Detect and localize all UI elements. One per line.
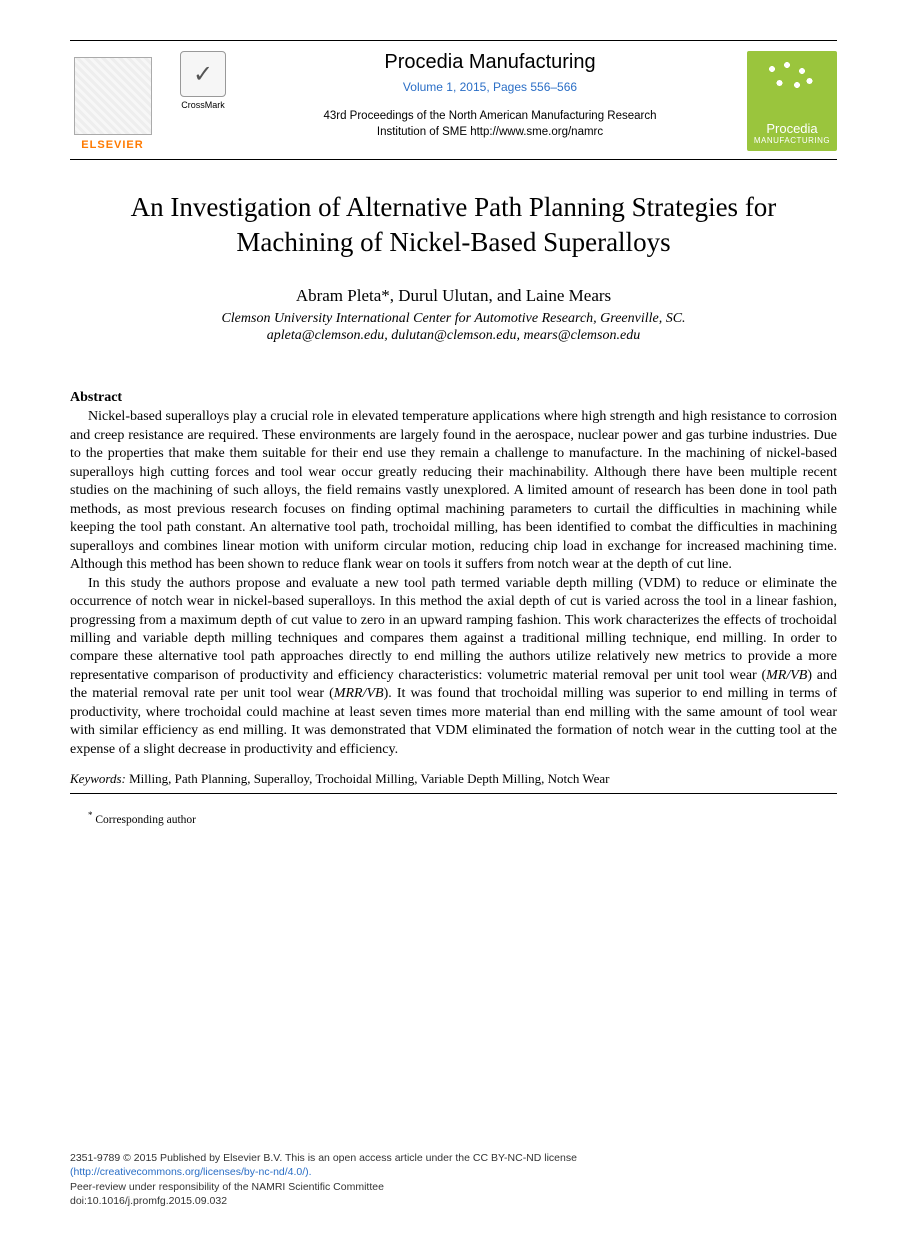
footnote-marker: * <box>88 810 93 820</box>
crossmark-icon: ✓ <box>180 51 226 97</box>
footer-line1: 2351-9789 © 2015 Published by Elsevier B… <box>70 1152 577 1164</box>
abstract-body: Nickel-based superalloys play a crucial … <box>70 408 837 759</box>
abstract-p2-a: In this study the authors propose and ev… <box>70 576 837 683</box>
journal-block: Procedia Manufacturing Volume 1, 2015, P… <box>251 51 729 140</box>
top-rule <box>70 40 837 41</box>
corresponding-author-footnote: * Corresponding author <box>70 810 837 826</box>
article-title: An Investigation of Alternative Path Pla… <box>70 190 837 260</box>
license-link[interactable]: (http://creativecommons.org/licenses/by-… <box>70 1166 312 1178</box>
elsevier-logo[interactable]: ELSEVIER <box>70 51 155 151</box>
procedia-dots-icon <box>767 61 817 101</box>
conference-line-1: 43rd Proceedings of the North American M… <box>251 108 729 124</box>
abstract-p1: Nickel-based superalloys play a crucial … <box>70 408 837 574</box>
emails: apleta@clemson.edu, dulutan@clemson.edu,… <box>70 328 837 344</box>
authors-text: Abram Pleta*, Durul Ulutan, and Laine Me… <box>296 286 611 305</box>
keywords-list: Milling, Path Planning, Superalloy, Troc… <box>126 771 610 786</box>
conference-line-2: Institution of SME http://www.sme.org/na… <box>251 124 729 140</box>
procedia-sub: MANUFACTURING <box>754 136 830 145</box>
abstract-heading: Abstract <box>70 390 837 406</box>
footer-doi: doi:10.1016/j.promfg.2015.09.032 <box>70 1194 837 1208</box>
journal-meta[interactable]: Volume 1, 2015, Pages 556–566 <box>251 80 729 94</box>
procedia-badge[interactable]: Procedia MANUFACTURING <box>747 51 837 151</box>
mrr-vb-term: MRR/VB <box>334 686 384 701</box>
authors-line: Abram Pleta*, Durul Ulutan, and Laine Me… <box>70 286 837 306</box>
footer-block: 2351-9789 © 2015 Published by Elsevier B… <box>70 1151 837 1208</box>
header-row: ELSEVIER ✓ CrossMark Procedia Manufactur… <box>70 51 837 160</box>
footnote-text: Corresponding author <box>95 814 196 826</box>
crossmark-label: CrossMark <box>181 100 225 110</box>
footer-copyright: 2351-9789 © 2015 Published by Elsevier B… <box>70 1151 837 1165</box>
elsevier-label: ELSEVIER <box>81 139 143 151</box>
journal-title: Procedia Manufacturing <box>251 51 729 74</box>
keywords-label: Keywords: <box>70 771 126 786</box>
elsevier-tree-icon <box>74 57 152 135</box>
crossmark-badge[interactable]: ✓ CrossMark <box>173 51 233 110</box>
keywords-line: Keywords: Milling, Path Planning, Supera… <box>70 771 837 794</box>
footer-peer-review: Peer-review under responsibility of the … <box>70 1180 837 1194</box>
affiliation: Clemson University International Center … <box>70 310 837 328</box>
procedia-name: Procedia <box>766 121 817 136</box>
mr-vb-term: MR/VB <box>766 668 807 683</box>
abstract-p2: In this study the authors propose and ev… <box>70 575 837 760</box>
